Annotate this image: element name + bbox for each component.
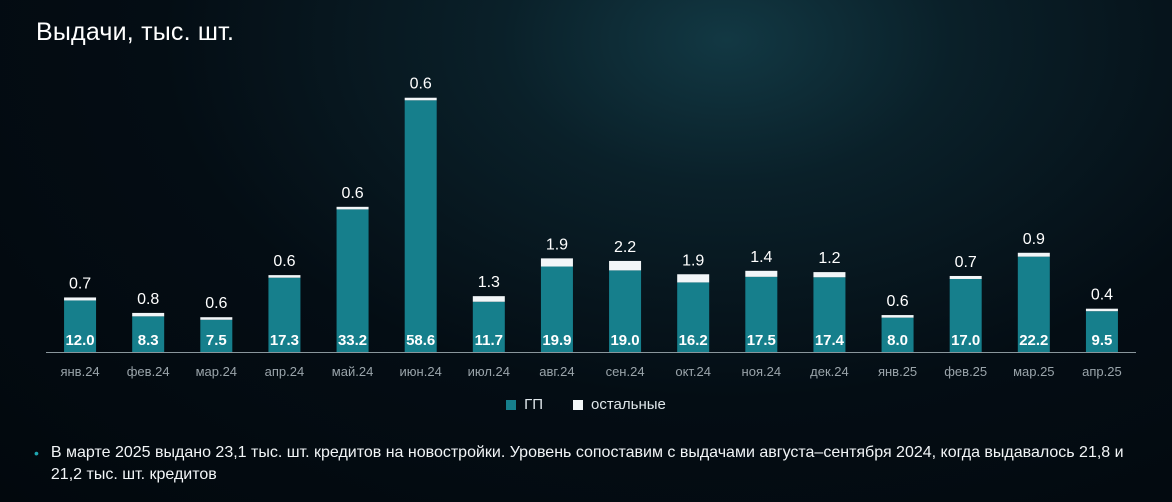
- x-tick-label: окт.24: [675, 364, 711, 379]
- bar-gp: [472, 301, 505, 352]
- data-label-gp: 33.2: [338, 332, 367, 349]
- x-tick-label: май.24: [332, 364, 374, 379]
- legend-label-gp: ГП: [524, 396, 544, 413]
- data-label-other: 0.8: [137, 291, 159, 308]
- data-label-gp: 16.2: [679, 332, 708, 349]
- data-label-gp: 17.3: [270, 332, 299, 349]
- data-label-gp: 8.3: [138, 332, 159, 349]
- data-label-other: 0.7: [69, 275, 91, 292]
- legend-item-gp: ГП: [506, 396, 543, 413]
- x-tick-label: мар.25: [1013, 364, 1054, 379]
- data-label-other: 1.2: [818, 250, 840, 267]
- x-tick-label: ноя.24: [742, 364, 782, 379]
- bar-other: [1017, 252, 1050, 257]
- bar-gp: [336, 209, 369, 352]
- data-label-other: 0.7: [955, 254, 977, 271]
- labels-group: 12.0 0.7 янв.24 8.3 0.8 фев.24 7.5 0.6 мар.24 17.…: [60, 76, 1121, 379]
- data-label-gp: 9.5: [1092, 332, 1113, 349]
- x-tick-label: мар.24: [196, 364, 237, 379]
- data-label-gp: 17.5: [747, 332, 776, 349]
- bar-other: [132, 312, 165, 317]
- x-tick-label: июл.24: [468, 364, 510, 379]
- x-tick-label: апр.25: [1082, 364, 1122, 379]
- bullet-icon: •: [34, 445, 39, 461]
- footnote: • В марте 2025 выдано 23,1 тыс. шт. кред…: [34, 442, 1144, 486]
- data-label-gp: 19.9: [542, 332, 571, 349]
- x-tick-label: апр.24: [265, 364, 305, 379]
- bar-gp: [677, 282, 710, 352]
- data-label-gp: 11.7: [475, 332, 503, 349]
- data-label-other: 0.6: [273, 253, 295, 270]
- data-label-other: 0.6: [205, 295, 227, 312]
- bar-gp: [745, 276, 778, 352]
- x-tick-label: авг.24: [539, 364, 574, 379]
- x-tick-label: янв.24: [60, 364, 99, 379]
- bar-gp: [609, 270, 642, 352]
- bar-gp: [540, 266, 573, 352]
- data-label-other: 0.4: [1091, 287, 1113, 304]
- bar-gp: [949, 278, 982, 352]
- legend: ГП остальные: [0, 396, 1172, 413]
- x-tick-label: фев.24: [127, 364, 170, 379]
- data-label-gp: 17.4: [815, 332, 845, 349]
- legend-swatch-gp: [506, 399, 517, 410]
- data-label-other: 0.6: [341, 185, 363, 202]
- bar-gp: [64, 300, 97, 352]
- chart-title: Выдачи, тыс. шт.: [36, 18, 235, 46]
- bar-other: [336, 206, 369, 210]
- data-label-other: 0.6: [886, 293, 908, 310]
- bar-other: [472, 296, 505, 302]
- data-label-gp: 19.0: [610, 332, 639, 349]
- x-tick-label: янв.25: [878, 364, 917, 379]
- bar-gp: [132, 316, 165, 352]
- bar-other: [268, 275, 301, 278]
- bar-other: [881, 315, 914, 318]
- data-label-gp: 22.2: [1019, 332, 1048, 349]
- data-label-gp: 7.5: [206, 332, 227, 349]
- bar-chart: 12.0 0.7 янв.24 8.3 0.8 фев.24 7.5 0.6 мар.24 17.…: [46, 76, 1136, 379]
- bars-group: [64, 97, 1118, 352]
- footnote-text: В марте 2025 выдано 23,1 тыс. шт. кредит…: [50, 444, 1124, 483]
- bar-other: [745, 270, 778, 277]
- bar-other: [540, 258, 573, 267]
- bar-other: [949, 275, 982, 279]
- data-label-gp: 17.0: [951, 332, 980, 349]
- data-label-gp: 58.6: [406, 332, 435, 349]
- bar-other: [609, 260, 642, 271]
- data-label-other: 2.2: [614, 239, 636, 256]
- bar-other: [1085, 308, 1118, 312]
- data-label-other: 0.6: [410, 76, 432, 93]
- bar-gp: [268, 277, 301, 352]
- bar-gp: [1085, 311, 1118, 352]
- bar-gp: [1017, 256, 1050, 352]
- bar-other: [677, 274, 710, 283]
- bar-other: [813, 272, 846, 278]
- x-tick-label: фев.25: [944, 364, 987, 379]
- x-tick-label: июн.24: [400, 364, 442, 379]
- data-label-other: 1.3: [478, 274, 500, 291]
- data-label-other: 1.9: [682, 252, 704, 269]
- data-label-other: 0.9: [1023, 231, 1045, 248]
- bar-other: [64, 297, 97, 301]
- bar-gp: [881, 317, 914, 352]
- data-label-other: 1.4: [750, 249, 772, 266]
- data-label-other: 1.9: [546, 236, 568, 253]
- legend-label-other: остальные: [591, 396, 666, 413]
- x-tick-label: сен.24: [606, 364, 645, 379]
- x-tick-label: дек.24: [810, 364, 849, 379]
- bar-other: [200, 317, 233, 320]
- data-label-gp: 12.0: [65, 332, 94, 349]
- bar-gp: [200, 319, 233, 352]
- bar-other: [404, 97, 437, 101]
- bar-gp: [813, 277, 846, 352]
- data-label-gp: 8.0: [887, 332, 908, 349]
- legend-swatch-other: [573, 399, 584, 410]
- bar-gp: [404, 100, 437, 352]
- legend-item-other: остальные: [573, 396, 666, 413]
